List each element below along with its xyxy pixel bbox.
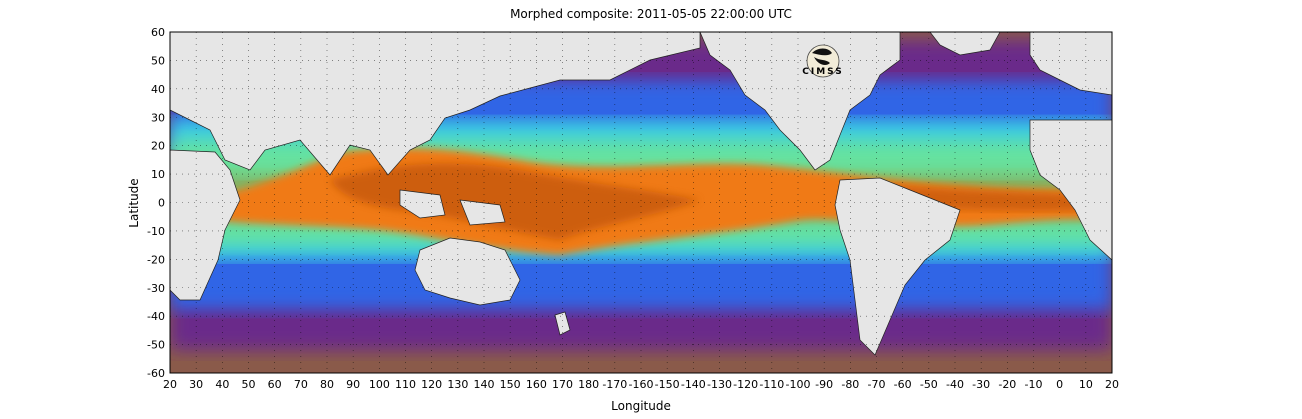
plot-frame	[169, 31, 1113, 374]
y-tick-label: 60	[151, 26, 165, 39]
y-tick-label: 50	[151, 54, 165, 67]
x-tick-label: -70	[868, 378, 886, 391]
y-tick-label: 10	[151, 168, 165, 181]
x-tick-label: -110	[759, 378, 784, 391]
y-tick-label: 30	[151, 111, 165, 124]
new-guinea-landmass	[459, 199, 506, 226]
indonesia-landmass	[399, 189, 446, 219]
x-tick-label: 150	[500, 378, 521, 391]
map-field	[170, 32, 1112, 373]
grid-lines	[170, 32, 1112, 373]
north-america-landmass	[699, 32, 901, 171]
south-america-landmass	[834, 177, 961, 356]
greenland-landmass	[929, 32, 1001, 56]
x-tick-label: 20	[1105, 378, 1119, 391]
y-tick-label: 20	[151, 140, 165, 153]
x-tick-label: 20	[163, 378, 177, 391]
y-tick-label: -10	[147, 225, 165, 238]
x-tick-label: -120	[733, 378, 758, 391]
y-tick-labels: 60 50 40 30 20 10 0 -10 -20 -30 -40 -50 -60	[147, 26, 165, 380]
x-tick-label: 180	[578, 378, 599, 391]
x-tick-label: 50	[242, 378, 256, 391]
x-tick-label: -10	[1025, 378, 1043, 391]
y-axis-label: Latitude	[127, 178, 141, 227]
map-title: Morphed composite: 2011-05-05 22:00:00 U…	[510, 7, 792, 21]
x-tick-label: -40	[946, 378, 964, 391]
x-tick-label: 170	[552, 378, 573, 391]
y-tick-label: 0	[158, 197, 165, 210]
new-zealand-landmass	[554, 311, 571, 336]
y-tick-label: -20	[147, 253, 165, 266]
x-tick-label: -80	[841, 378, 859, 391]
x-tick-label: -20	[998, 378, 1016, 391]
land-masses	[170, 32, 1112, 356]
x-tick-label: -50	[920, 378, 938, 391]
x-tick-label: -60	[894, 378, 912, 391]
x-tick-label: -170	[602, 378, 627, 391]
cimss-seal-icon	[806, 44, 840, 78]
x-tick-label: 160	[526, 378, 547, 391]
x-tick-label: 120	[421, 378, 442, 391]
x-tick-label: -150	[655, 378, 680, 391]
x-tick-label: -160	[629, 378, 654, 391]
x-tick-label: -100	[786, 378, 811, 391]
y-tick-label: -30	[147, 282, 165, 295]
x-tick-label: 10	[1079, 378, 1093, 391]
x-tick-label: -130	[707, 378, 732, 391]
y-tick-label: -40	[147, 310, 165, 323]
x-tick-label: 90	[346, 378, 360, 391]
eurasia-landmass	[170, 32, 701, 176]
x-tick-label: 100	[369, 378, 390, 391]
x-tick-labels: 20 30 40 50 60 70 80 90 100 110 120 130 140 150 160 170…	[163, 378, 1119, 391]
cimss-logo: CIMSS	[800, 43, 846, 83]
europe-landmass	[1029, 32, 1112, 96]
x-tick-label: -140	[681, 378, 706, 391]
x-tick-label: 130	[447, 378, 468, 391]
australia-landmass	[414, 237, 521, 306]
x-tick-label: 70	[294, 378, 308, 391]
x-axis-label: Longitude	[611, 399, 671, 413]
y-tick-label: -50	[147, 339, 165, 352]
x-tick-label: 60	[268, 378, 282, 391]
x-tick-label: -30	[972, 378, 990, 391]
x-tick-label: 40	[215, 378, 229, 391]
x-tick-label: 140	[474, 378, 495, 391]
x-tick-label: 30	[189, 378, 203, 391]
logo-text: CIMSS	[802, 67, 844, 77]
x-tick-label: 110	[395, 378, 416, 391]
x-tick-label: -90	[815, 378, 833, 391]
africa-landmass	[170, 149, 241, 301]
y-tick-label: 40	[151, 83, 165, 96]
x-tick-label: 80	[320, 378, 334, 391]
y-tick-label: -60	[147, 367, 165, 380]
x-tick-label: 0	[1056, 378, 1063, 391]
